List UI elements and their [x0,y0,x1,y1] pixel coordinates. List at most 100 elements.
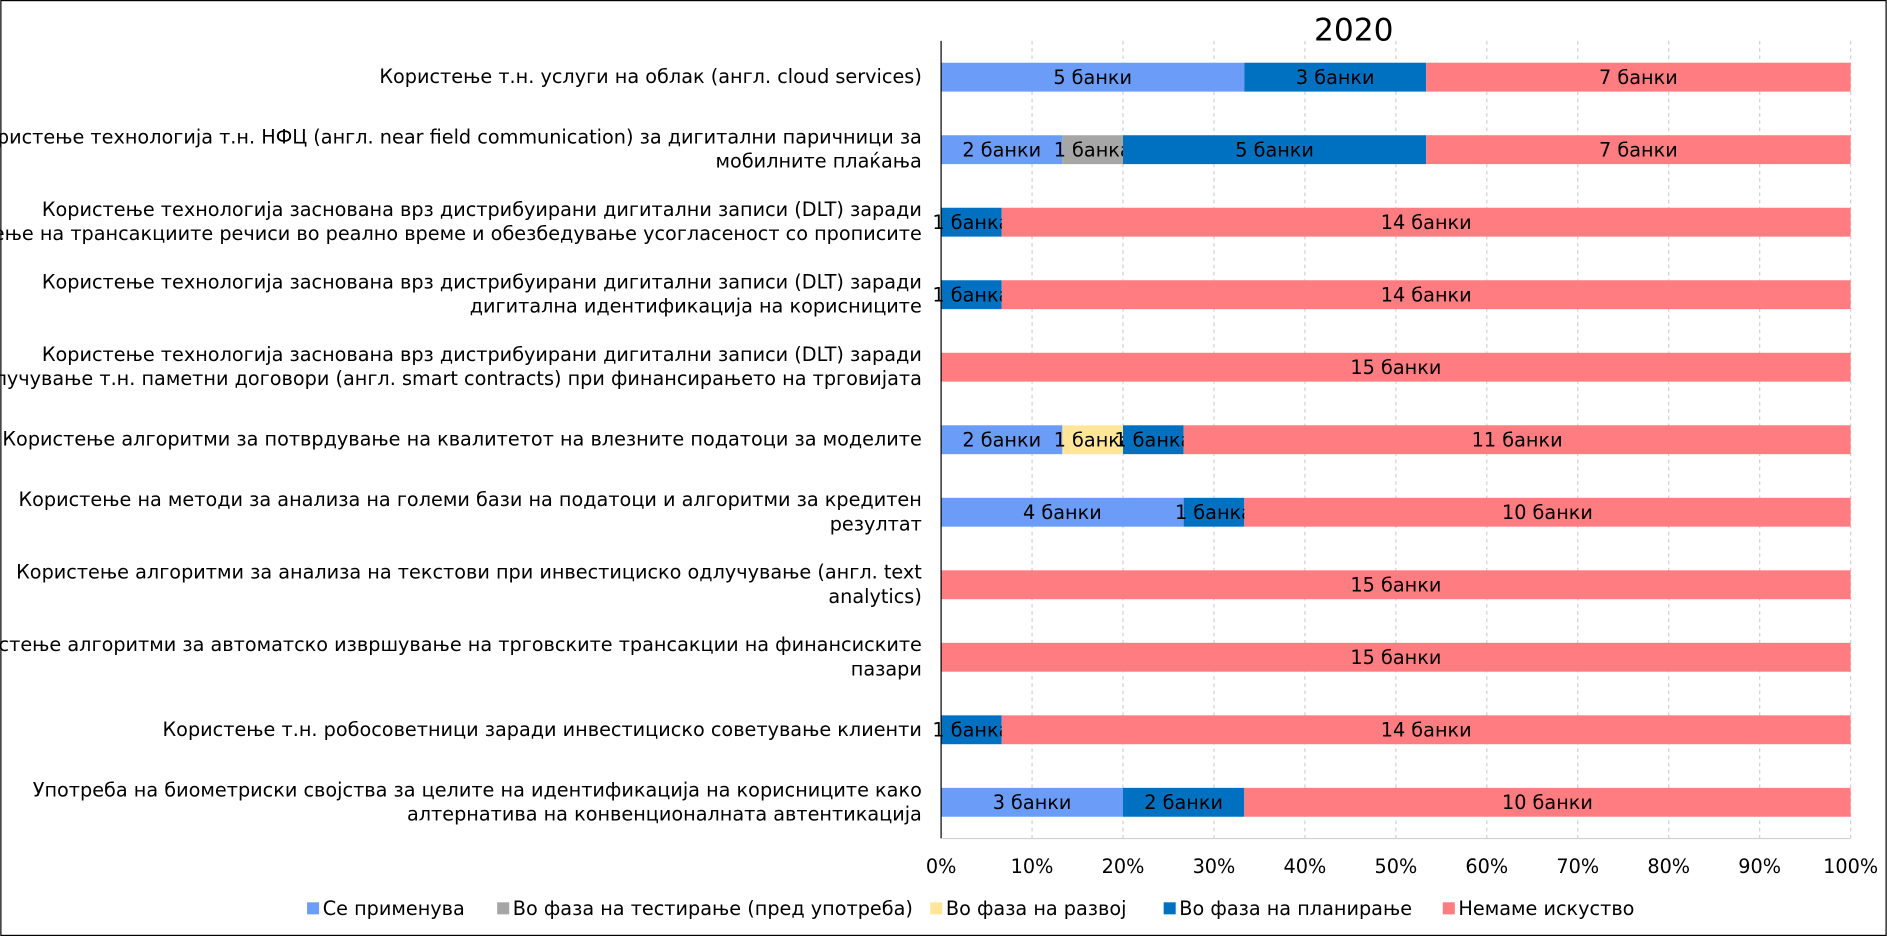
x-tick-label: 20% [1102,855,1145,878]
data-label: 1 банка [932,718,1010,741]
category-line: Користење алгоритми за автоматско извршу… [0,633,922,656]
bar-segment [941,352,1851,382]
x-tick-label: 10% [1011,855,1054,878]
bar-segment [1001,280,1851,310]
category-line: Користење технологија заснована врз дист… [42,270,922,293]
legend-label: Во фаза на развој [946,897,1127,920]
legend-swatch [307,902,320,915]
data-label: 14 банки [1381,718,1472,741]
bar-segment [1062,135,1124,165]
data-label: 10 банки [1502,501,1593,524]
bar-segment [1183,425,1851,455]
data-label: 15 банки [1350,573,1441,596]
bar-segment [941,135,1063,165]
data-label: 2 банки [962,138,1041,161]
category-line: Користење т.н. робосоветници заради инве… [163,717,922,740]
bar-segment [941,280,1002,310]
bar-segment [941,787,1124,817]
data-label: 10 банки [1502,791,1593,814]
category-label: Користење т.н. робосоветници заради инве… [163,717,922,740]
legend-swatch [497,902,510,915]
data-label: 1 банка [1054,138,1132,161]
category-label: Користење алгоритми за автоматско извршу… [0,633,922,680]
category-line: Употреба на биометриски својства за цели… [33,778,922,801]
data-label: 2 банки [962,428,1041,451]
x-tick-label: 0% [926,855,957,878]
bar-segment [941,642,1851,672]
category-label: Користење технологија заснована врз дист… [0,343,922,390]
category-label: Користење алгоритми за анализа на тексто… [16,560,922,607]
bar-segment [941,207,1002,237]
x-tick-label: 40% [1284,855,1327,878]
data-label: 1 банка [1175,501,1253,524]
x-tick-label: 50% [1374,855,1417,878]
category-line: следење на трансакциите речиси во реално… [0,222,922,245]
data-label: 15 банки [1350,356,1441,379]
data-label: 11 банки [1472,428,1563,451]
legend-swatch [930,902,943,915]
data-label: 3 банки [993,791,1072,814]
data-label: 1 банка [932,283,1010,306]
x-tick-label: 100% [1823,855,1878,878]
bar-segment [1426,135,1851,165]
category-line: Користење алгоритми за анализа на тексто… [16,560,922,583]
category-label: Користење т.н. услуги на облак (англ. cl… [379,65,922,88]
category-line: analytics) [828,584,921,607]
legend-label: Во фаза на тестирање (пред употреба) [513,897,913,920]
category-line: мобилните плаќања [716,149,922,172]
category-line: склучување т.н. паметни договори (англ. … [0,367,922,390]
category-line: Користење технологија заснована врз дист… [42,343,922,366]
category-line: Користење технологија т.н. НФЦ (англ. ne… [0,125,922,148]
category-label: Користење технологија заснована врз дист… [0,198,922,245]
category-line: алтернатива на конвенционалната автентик… [407,802,922,825]
bar-segment [1244,62,1427,92]
legend-label: Се применува [323,897,465,920]
bar-segment [1062,425,1124,455]
legend-swatch [1163,902,1176,915]
data-label: 14 банки [1381,211,1472,234]
category-line: Користење на методи за анализа на големи… [18,488,921,511]
x-tick-label: 30% [1193,855,1236,878]
bar-segment [941,715,1002,745]
data-label: 2 банки [1144,791,1223,814]
category-line: Користење технологија заснована врз дист… [42,198,922,221]
bar-segment [1244,787,1851,817]
bar-segment [1123,135,1427,165]
chart-title: 2020 [1314,12,1394,48]
legend-label: Немаме искуство [1458,897,1634,920]
legend-swatch [1442,902,1455,915]
bar-segment [1123,425,1184,455]
category-line: Користење алгоритми за потврдување на кв… [2,427,921,450]
category-line: пазари [851,657,922,680]
bar-segment [1426,62,1851,92]
bar-segment [941,570,1851,600]
category-label: Користење алгоритми за потврдување на кв… [2,427,921,450]
bar-segment [941,425,1063,455]
data-label: 5 банки [1053,66,1132,89]
data-label: 7 банки [1599,138,1678,161]
category-line: резултат [830,512,922,535]
legend-label: Во фаза на планирање [1179,897,1412,920]
bar-segment [1123,787,1245,817]
x-tick-label: 80% [1647,855,1690,878]
bar-segment [1183,497,1245,527]
category-label: Употреба на биометриски својства за цели… [33,778,922,825]
bar-segment [941,497,1184,527]
data-label: 1 банка [1114,428,1192,451]
data-label: 1 банка [1054,428,1132,451]
data-label: 1 банка [932,211,1010,234]
bar-segment [1244,497,1851,527]
category-line: дигитална идентификација на корисниците [470,294,922,317]
data-label: 15 банки [1350,646,1441,669]
category-line: Користење т.н. услуги на облак (англ. cl… [379,65,922,88]
x-tick-label: 70% [1556,855,1599,878]
bar-segment [1001,715,1851,745]
data-label: 4 банки [1023,501,1102,524]
data-label: 7 банки [1599,66,1678,89]
bar-segment [1001,207,1851,237]
data-label: 3 банки [1296,66,1375,89]
data-label: 14 банки [1381,283,1472,306]
category-label: Користење технологија заснована врз дист… [42,270,922,317]
category-label: Користење технологија т.н. НФЦ (англ. ne… [0,125,922,172]
